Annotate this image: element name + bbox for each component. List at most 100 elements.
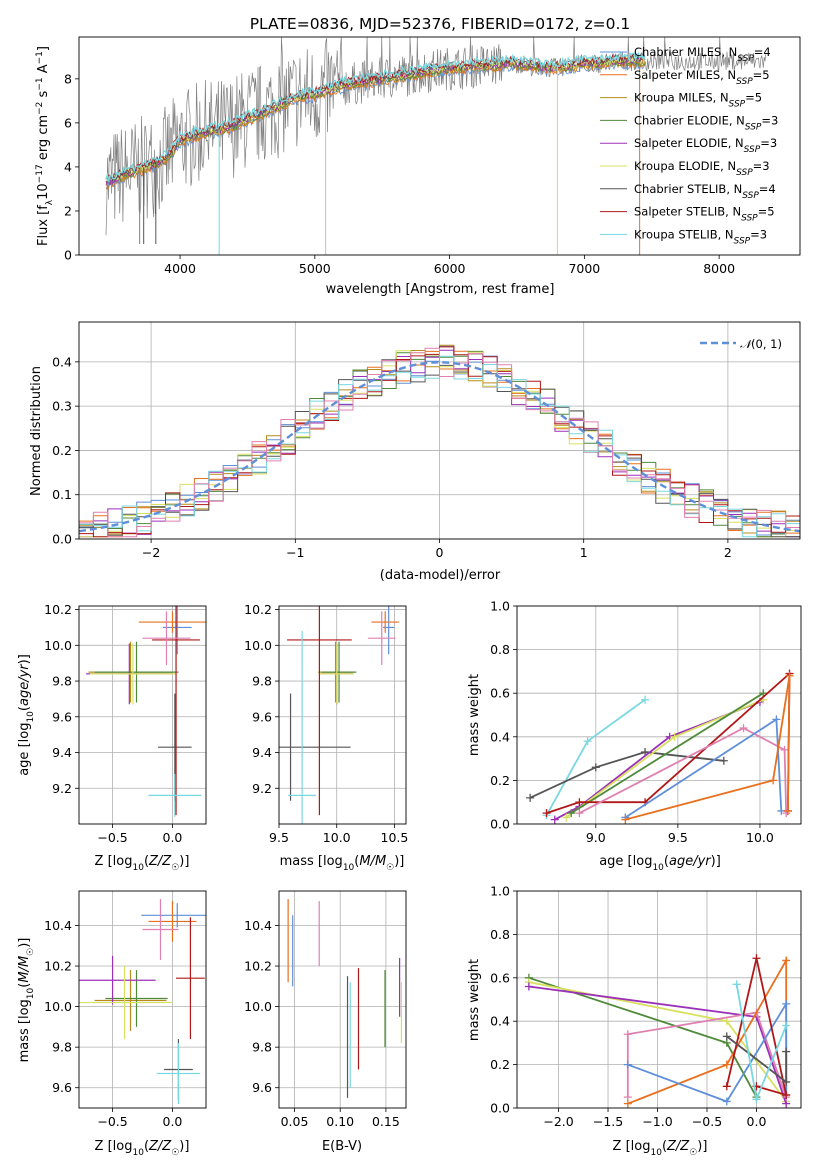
axes-age_vs_Z: −0.5 0.09.29.49.69.810.010.2Z [log10(Z/Z☉…: [17, 602, 207, 873]
y-tick-label: 10.4: [244, 918, 272, 933]
label-part: erg cm: [36, 115, 51, 164]
label-part: SSP: [736, 168, 753, 178]
label-part: age/yr: [669, 854, 712, 869]
x-tick-label: 10.5: [381, 830, 409, 845]
axes-mass_vs_Z: −0.5 0.09.69.810.010.210.4Z [log10(Z/Z☉)]…: [17, 890, 207, 1158]
label-part: −2: [35, 102, 45, 115]
y-axis-label: mass [log10(M/M☉)]: [17, 938, 36, 1063]
series-line: [725, 958, 788, 1097]
x-tick-label: 8000: [703, 261, 735, 276]
label-part: )]: [17, 938, 32, 948]
point-marker: [567, 809, 576, 818]
y-axis-label: Normed distribution: [29, 366, 44, 496]
label-part: 10: [650, 1148, 662, 1158]
series-line: [528, 976, 758, 1098]
label-part: Z [log: [95, 854, 133, 869]
x-tick-label: −0.5: [97, 830, 127, 845]
y-tick-label: 10.2: [44, 602, 72, 617]
axes-EBV: 0.05 0.10 0.15 9.6 9.8 10.0 10.2 10.4 E(B-V): [244, 890, 407, 1154]
label-part: Chabrier MILES, N: [634, 45, 737, 59]
label-part: −1: [35, 51, 45, 64]
label-part: mass [log: [280, 854, 343, 869]
label-part: SSP: [729, 100, 746, 110]
normal-curve-line: [79, 361, 800, 533]
axes-frame: [78, 605, 207, 825]
x-tick-label: 7000: [568, 261, 600, 276]
x-tick-label: 0.05: [281, 1114, 309, 1129]
label-part: ☉: [171, 1148, 179, 1158]
legend-label: Kroupa MILES, NSSP=5: [634, 91, 762, 110]
label-part: Z/Z: [666, 1139, 690, 1154]
y-tick-label: 0.4: [490, 1014, 510, 1029]
y-tick-label: 9.6: [252, 1080, 272, 1095]
y-tick-label: 0.8: [490, 642, 510, 657]
y-tick-label: 0.8: [490, 927, 510, 942]
point-marker: [782, 1090, 791, 1099]
point-marker: [782, 956, 791, 965]
label-part: mass weight: [467, 674, 482, 756]
y-tick-label: 9.8: [252, 1040, 272, 1055]
axes-frame: [516, 890, 802, 1109]
point-marker: [641, 695, 650, 704]
point-marker: [583, 737, 592, 746]
x-tick-label: −2.0: [543, 1114, 573, 1129]
axes-residuals: −2 −1 0 1 2 0.0 0.1 0.2 0.3 0.4 (data-model)/error…: [29, 321, 801, 583]
y-tick-label: 10.2: [244, 959, 272, 974]
point-marker: [621, 815, 630, 824]
label-part: )]: [179, 1139, 189, 1154]
label-part: =3: [750, 227, 767, 241]
x-tick-label: −1.0: [642, 1114, 672, 1129]
label-part: =4: [754, 45, 771, 59]
x-tick-label: 1: [580, 545, 588, 560]
figure-title: PLATE=0836, MJD=52376, FIBERID=0172, z=0…: [250, 15, 631, 33]
y-tick-label: 9.8: [252, 674, 272, 689]
histogram-step-line: [79, 347, 800, 538]
point-marker: [591, 763, 600, 772]
x-axis-label: (data-model)/error: [380, 568, 501, 583]
y-tick-label: 10.2: [244, 602, 272, 617]
plot-area-weight_vs_Z: [517, 891, 801, 1108]
label-part: =4: [759, 182, 776, 196]
y-tick-label: 8: [64, 71, 72, 86]
label-part: age [log: [17, 723, 32, 776]
label-part: SSP: [744, 145, 761, 155]
label-part: mass [log: [17, 999, 32, 1062]
series-line: [624, 717, 783, 819]
y-tick-label: 9.2: [252, 781, 272, 796]
observed-spectrum-line: [105, 37, 767, 236]
point-marker: [772, 715, 781, 724]
plot-area-EBV: [279, 891, 406, 1108]
x-tick-label: 9.5: [269, 830, 289, 845]
x-tick-label: 0.0: [747, 1114, 767, 1129]
x-tick-label: 2: [724, 545, 732, 560]
x-tick-label: −0.5: [97, 1114, 127, 1129]
point-marker: [623, 1030, 632, 1039]
x-tick-label: 0.10: [326, 1114, 354, 1129]
point-marker: [722, 1032, 731, 1041]
label-part: (: [17, 706, 32, 711]
x-tick-label: 0.0: [163, 830, 183, 845]
x-tick-label: −1.5: [593, 1114, 623, 1129]
label-part: ☉: [26, 948, 36, 956]
point-marker: [722, 1017, 731, 1026]
point-marker: [623, 1099, 632, 1108]
label-part: ☉: [689, 1148, 697, 1158]
label-part: λ: [45, 199, 55, 205]
plot-area-mass_vs_Z: [79, 891, 206, 1108]
point-marker: [782, 1077, 791, 1086]
label-part: Salpeter ELODIE, N: [634, 136, 744, 150]
point-marker: [623, 1060, 632, 1069]
legend-label: Chabrier STELIB, NSSP=4: [634, 182, 776, 201]
x-axis-label: E(B-V): [322, 1139, 362, 1154]
label-part: Chabrier ELODIE, N: [634, 113, 745, 127]
axes-spectrum: 4000 5000 6000 7000 8000 0 2 4 6 8 wavelength [Ang…: [35, 36, 801, 297]
point-marker: [550, 815, 559, 824]
x-tick-label: 0.0: [163, 1114, 183, 1129]
label-part: (: [144, 854, 149, 869]
point-marker: [722, 1060, 731, 1069]
label-part: SSP: [745, 122, 762, 132]
y-tick-label: 9.6: [52, 1080, 72, 1095]
point-marker: [722, 1082, 731, 1091]
y-tick-label: 0.2: [490, 773, 510, 788]
y-tick-label: 9.8: [52, 1040, 72, 1055]
